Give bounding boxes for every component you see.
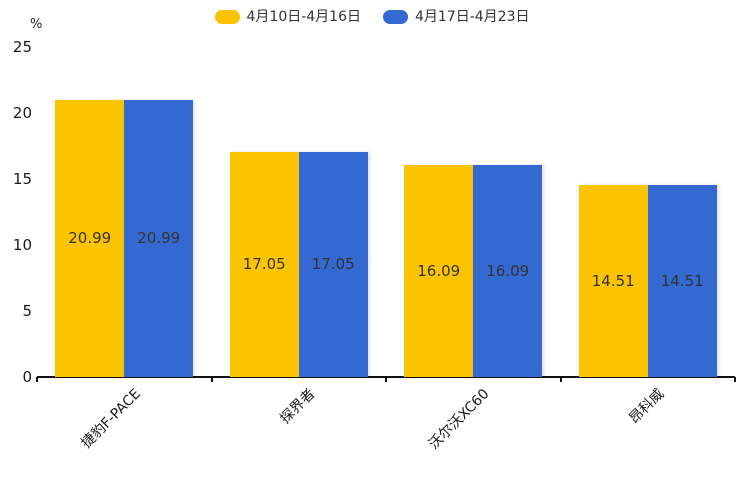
y-tick-label: 0 [22, 368, 32, 386]
legend-item-week1[interactable]: 4月10日-4月16日 [214, 8, 362, 26]
y-tick-label: 10 [12, 236, 32, 254]
x-axis-tick [36, 377, 38, 382]
legend-label-week2: 4月17日-4月23日 [415, 9, 530, 25]
legend-item-week2[interactable]: 4月17日-4月23日 [383, 8, 530, 26]
bar-4月17日-4月23日-捷豹F-PACE [124, 99, 194, 377]
bar-value-label: 16.09 [486, 261, 530, 280]
y-axis-unit-label: % [30, 17, 43, 32]
legend-swatch-week2-icon [383, 10, 408, 24]
x-category-label: 探界者 [277, 386, 319, 428]
bar-4月10日-4月16日-昂科威 [578, 185, 648, 377]
x-axis-tick [385, 377, 387, 382]
bar-value-label: 14.51 [660, 272, 704, 291]
bar-4月17日-4月23日-昂科威 [647, 185, 717, 377]
bar-value-label: 17.05 [311, 255, 355, 274]
legend-swatch-week1-icon [214, 10, 240, 24]
x-category-label: 沃尔沃XC60 [425, 386, 493, 453]
bar-4月10日-4月16日-探界者 [229, 151, 299, 377]
y-tick-label: 20 [12, 104, 32, 122]
bar-4月10日-4月16日-捷豹F-PACE [55, 99, 125, 377]
y-tick-label: 5 [22, 302, 32, 320]
legend: 4月10日-4月16日 4月17日-4月23日 [0, 8, 744, 26]
x-axis-tick [734, 377, 736, 382]
bar-value-label: 14.51 [591, 272, 635, 291]
bar-4月17日-4月23日-沃尔沃XC60 [473, 164, 543, 377]
x-category-label: 昂科威 [626, 386, 668, 428]
legend-label-week1: 4月10日-4月16日 [246, 9, 362, 25]
bar-4月10日-4月16日-沃尔沃XC60 [404, 164, 474, 377]
x-axis-tick [559, 377, 562, 382]
x-axis-tick [210, 377, 213, 382]
bar-value-label: 17.05 [242, 255, 286, 274]
x-category-label: 捷豹F-PACE [78, 386, 144, 452]
bar-value-label: 20.99 [137, 229, 181, 248]
bar-value-label: 16.09 [417, 261, 461, 280]
bar-4月17日-4月23日-探界者 [298, 151, 368, 377]
bar-value-label: 20.99 [68, 229, 112, 248]
y-tick-label: 15 [12, 170, 32, 188]
y-tick-label: 25 [12, 38, 32, 56]
